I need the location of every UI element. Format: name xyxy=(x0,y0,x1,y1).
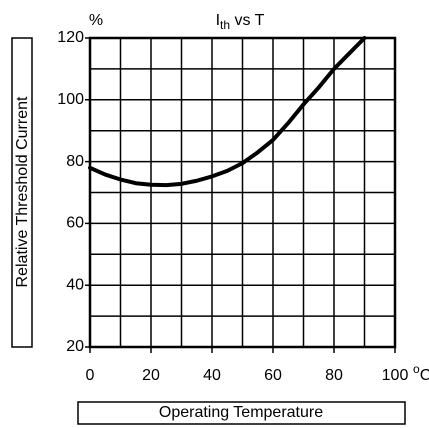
x-label-box xyxy=(77,401,406,425)
title-rest: vs T xyxy=(230,12,265,29)
curve xyxy=(88,36,367,188)
y-tick-label: 20 xyxy=(66,338,84,355)
y-label-box xyxy=(11,37,33,348)
title-main: I xyxy=(216,12,220,29)
x-tick-label: 100 xyxy=(382,367,409,384)
plot-frame xyxy=(88,36,397,349)
x-tick-label: 20 xyxy=(142,367,160,384)
y-tick-label: 60 xyxy=(66,215,84,232)
y-tick-label: 40 xyxy=(66,276,84,293)
y-tick-label: 80 xyxy=(66,153,84,170)
x-tick-label: 60 xyxy=(264,367,282,384)
x-axis-label: Operating Temperature xyxy=(159,404,323,421)
y-tick-label: 120 xyxy=(57,29,84,46)
x-tick-label: 0 xyxy=(86,367,95,384)
x-tick-label: 40 xyxy=(203,367,221,384)
y-unit: % xyxy=(89,12,103,29)
x-unit: oC xyxy=(413,362,429,384)
x-tick-label: 80 xyxy=(325,367,343,384)
y-axis-label: Relative Threshold Current xyxy=(14,96,31,287)
x-unit-c: C xyxy=(420,367,429,384)
y-tick-label: 100 xyxy=(57,91,84,108)
chart-title: Ith vs T xyxy=(216,12,265,32)
title-sub: th xyxy=(220,18,230,32)
x-unit-degree: o xyxy=(413,362,420,376)
